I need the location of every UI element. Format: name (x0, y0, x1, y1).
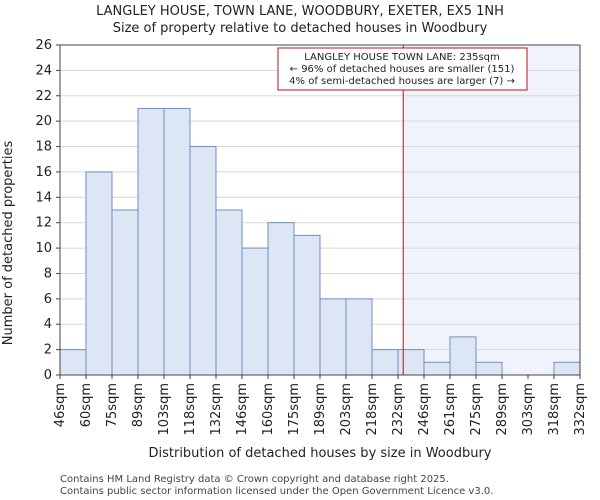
bar-146sqm (241, 247, 269, 376)
bar-132sqm (215, 209, 243, 376)
x-tick-label-160sqm: 160sqm (261, 383, 276, 436)
x-axis-label: Distribution of detached houses by size … (148, 446, 491, 461)
x-tick-label-261sqm: 261sqm (443, 383, 458, 436)
x-tick-label-275sqm: 275sqm (469, 383, 484, 436)
chart-title: LANGLEY HOUSE, TOWN LANE, WOODBURY, EXET… (96, 4, 504, 19)
bar-232sqm (397, 349, 425, 376)
x-tick-label-318sqm: 318sqm (547, 383, 562, 436)
x-tick-label-232sqm: 232sqm (391, 383, 406, 436)
annotation-line-1: LANGLEY HOUSE TOWN LANE: 235sqm (304, 52, 500, 63)
y-tick-label-4: 4 (44, 317, 52, 332)
bar-318sqm (553, 361, 581, 376)
y-tick-label-0: 0 (44, 368, 52, 383)
bar-203sqm (345, 298, 373, 376)
bar-175sqm (293, 234, 321, 376)
x-tick-label-60sqm: 60sqm (79, 383, 94, 427)
y-tick-label-20: 20 (35, 114, 52, 129)
x-tick-label-132sqm: 132sqm (209, 383, 224, 436)
annotation-frame (277, 47, 528, 91)
bar-275sqm (475, 361, 503, 376)
highlight-region (403, 45, 580, 375)
y-tick-label-12: 12 (35, 216, 52, 231)
bar-261sqm (449, 336, 477, 376)
bar-89sqm (137, 107, 165, 376)
bar-246sqm (423, 361, 451, 376)
x-tick-label-332sqm: 332sqm (573, 383, 588, 436)
chart-subtitle: Size of property relative to detached ho… (113, 21, 488, 36)
y-tick-label-10: 10 (35, 241, 52, 256)
marker-annotation: LANGLEY HOUSE TOWN LANE: 235sqm ← 96% of… (277, 47, 528, 91)
x-tick-label-46sqm: 46sqm (53, 383, 68, 427)
y-tick-label-18: 18 (35, 140, 52, 155)
x-tick-label-218sqm: 218sqm (365, 383, 380, 436)
x-tick-label-175sqm: 175sqm (287, 383, 302, 436)
bar-189sqm (319, 298, 347, 376)
x-tick-label-246sqm: 246sqm (417, 383, 432, 436)
x-tick-label-118sqm: 118sqm (183, 383, 198, 436)
y-tick-label-16: 16 (35, 165, 52, 180)
footer-line-2: Contains public sector information licen… (60, 486, 493, 497)
y-tick-label-8: 8 (44, 266, 52, 281)
bar-118sqm (189, 146, 217, 376)
x-tick-label-203sqm: 203sqm (339, 383, 354, 436)
x-tick-label-289sqm: 289sqm (495, 383, 510, 436)
x-tick-label-75sqm: 75sqm (105, 383, 120, 427)
bar-60sqm (85, 171, 113, 376)
x-tick-label-103sqm: 103sqm (157, 383, 172, 436)
x-tick-label-189sqm: 189sqm (313, 383, 328, 436)
bar-46sqm (59, 349, 87, 376)
x-tick-label-89sqm: 89sqm (131, 383, 146, 427)
y-tick-label-24: 24 (35, 63, 52, 78)
y-tick-label-26: 26 (35, 38, 52, 53)
x-tick-label-146sqm: 146sqm (235, 383, 250, 436)
footer-line-1: Contains HM Land Registry data © Crown c… (60, 474, 449, 485)
bar-103sqm (163, 107, 191, 376)
x-tick-label-303sqm: 303sqm (521, 383, 536, 436)
bar-218sqm (371, 349, 399, 376)
y-axis-label: Number of detached properties (1, 141, 16, 346)
y-tick-label-14: 14 (35, 190, 52, 205)
annotation-line-2: ← 96% of detached houses are smaller (15… (290, 64, 515, 75)
annotation-line-3: 4% of semi-detached houses are larger (7… (289, 76, 515, 87)
bar-75sqm (111, 209, 139, 376)
y-tick-label-2: 2 (44, 343, 52, 358)
y-tick-label-6: 6 (44, 292, 52, 307)
bar-160sqm (267, 222, 295, 376)
y-tick-label-22: 22 (35, 89, 52, 104)
